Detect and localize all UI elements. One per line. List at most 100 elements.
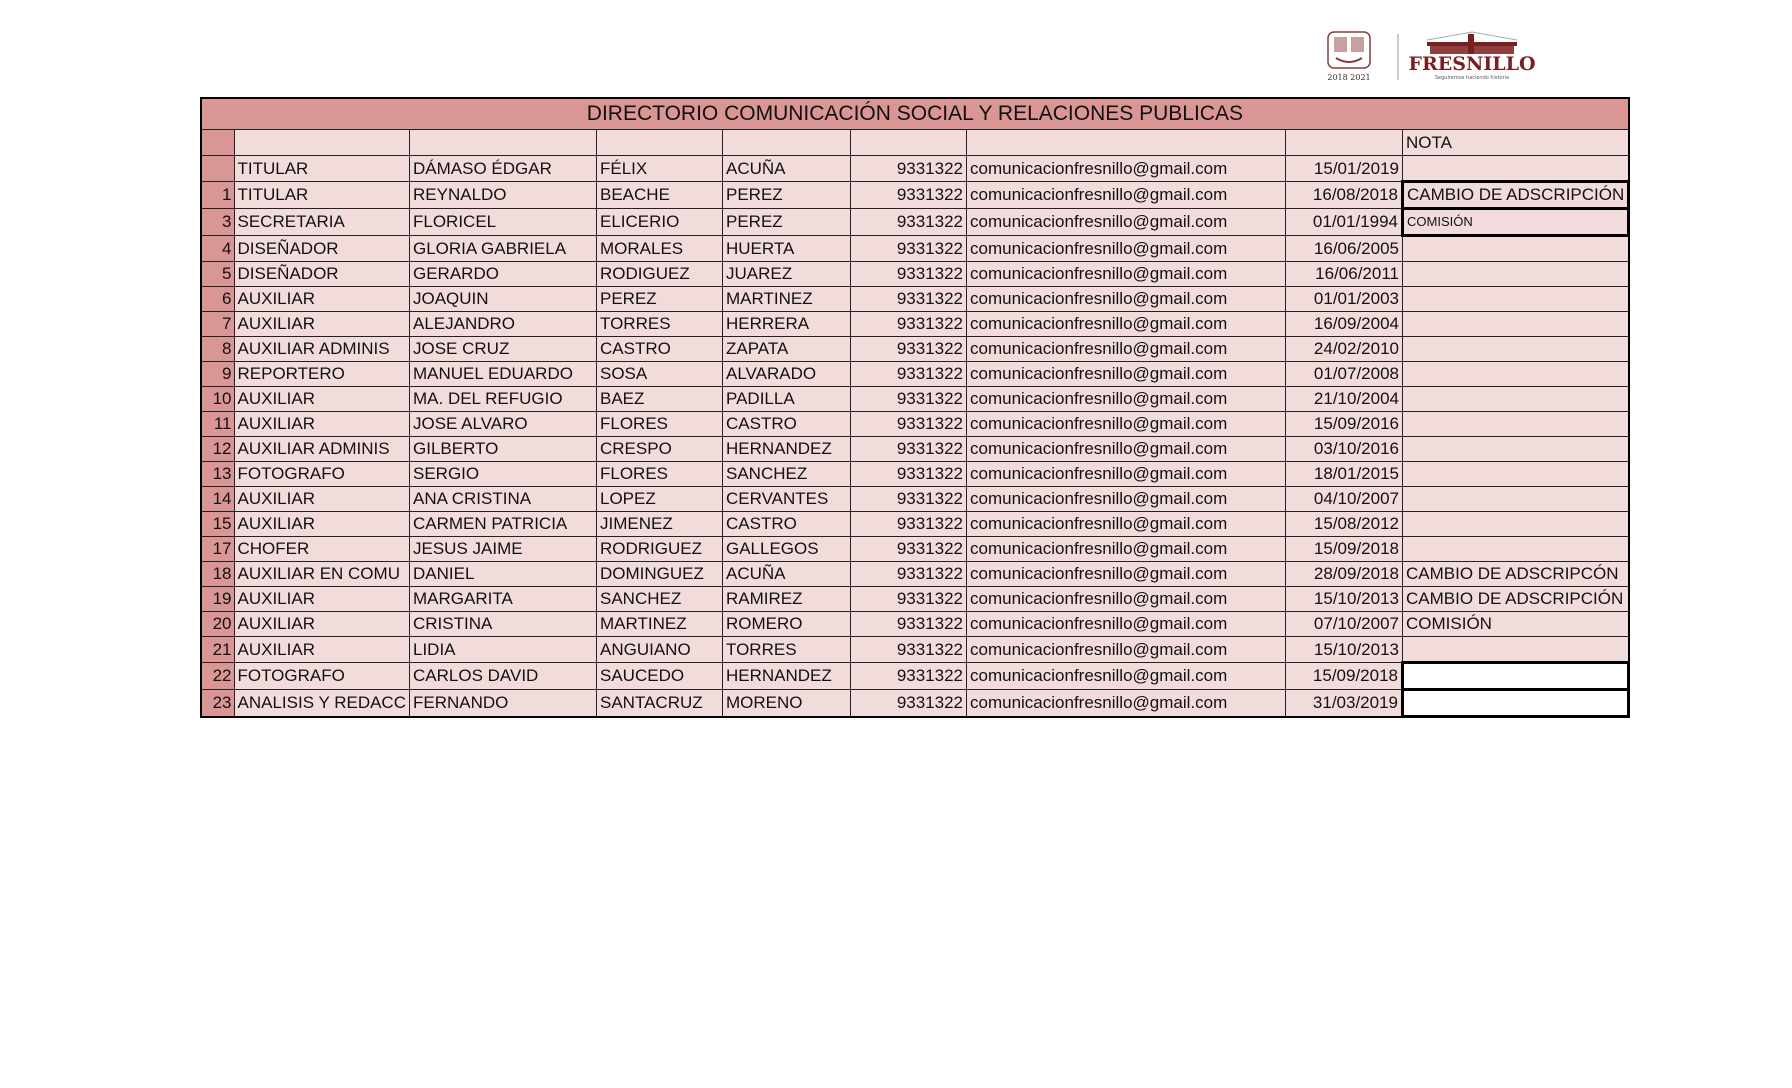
table-row: 23 ANALISIS Y REDACC FERNANDO SANTACRUZ MORE… [200,688,1631,718]
email-cell: comunicacionfresnillo@gmail.com [966,536,1286,562]
telefono-cell: 9331322 [850,336,967,362]
nombre-cell: MARGARITA [409,586,597,612]
apellido-materno-cell: ACUÑA [722,155,851,182]
table-row: 22 FOTOGRAFO CARLOS DAVID SAUCEDO HERNANDEZ 9… [200,661,1631,691]
telefono-cell: 9331322 [850,411,967,437]
nota-cell [1401,511,1630,537]
apellido-paterno-cell: DOMINGUEZ [596,561,723,587]
title-row: DIRECTORIO COMUNICACIÓN SOCIAL Y RELACIO… [200,97,1630,130]
telefono-cell: 9331322 [850,636,967,663]
fecha-cell: 15/09/2016 [1285,411,1403,437]
apellido-paterno-cell: RODIGUEZ [596,261,723,287]
apellido-paterno-cell: SAUCEDO [596,662,723,690]
nota-cell: COMISIÓN [1400,207,1631,237]
row-number [200,155,235,182]
fecha-cell: 31/03/2019 [1285,689,1403,717]
nombre-cell: LIDIA [409,636,597,663]
fecha-cell: 16/08/2018 [1285,181,1403,209]
apellido-materno-cell: PEREZ [722,181,851,209]
table-row: 17 CHOFER JESUS JAIME RODRIGUEZ GALLEGOS 9331… [200,536,1630,562]
fecha-cell: 28/09/2018 [1285,561,1403,587]
row-number: 20 [200,611,235,637]
telefono-cell: 9331322 [850,689,967,717]
nombre-cell: CRISTINA [409,611,597,637]
apellido-materno-cell: ROMERO [722,611,851,637]
row-number: 6 [200,286,235,312]
email-cell: comunicacionfresnillo@gmail.com [966,311,1286,337]
table-row: TITULAR DÁMASO ÉDGAR FÉLIX ACUÑA 9331322 comu… [200,155,1630,182]
row-number: 19 [200,586,235,612]
puesto-cell: ANALISIS Y REDACC [233,689,410,717]
puesto-cell: AUXILIAR [233,611,410,637]
nombre-cell: JESUS JAIME [409,536,597,562]
puesto-cell: SECRETARIA [233,208,410,236]
table-row: 21 AUXILIAR LIDIA ANGUIANO TORRES 9331322 comu… [200,636,1630,663]
fecha-cell: 15/08/2012 [1285,511,1403,537]
row-number: 9 [200,361,235,387]
apellido-materno-cell: HERNANDEZ [722,436,851,462]
nombre-cell: GERARDO [409,261,597,287]
apellido-materno-cell: TORRES [722,636,851,663]
row-number: 22 [200,662,235,690]
apellido-paterno-cell: LOPEZ [596,486,723,512]
apellido-materno-cell: RAMIREZ [722,586,851,612]
svg-text:2018 2021: 2018 2021 [1327,73,1370,82]
svg-text:Seguiremos haciendo historia: Seguiremos haciendo historia [1435,75,1509,81]
fecha-cell: 18/01/2015 [1285,461,1403,487]
table-row: 1 TITULAR REYNALDO BEACHE PEREZ 9331322 comuni… [200,180,1631,210]
nombre-cell: ANA CRISTINA [409,486,597,512]
header-cell [850,129,967,156]
table-row: 9 REPORTERO MANUEL EDUARDO SOSA ALVARADO 9331… [200,361,1630,387]
nota-cell: CAMBIO DE ADSCRIPCIÓN [1401,586,1630,612]
apellido-paterno-cell: MORALES [596,235,723,262]
row-number: 8 [200,336,235,362]
nota-cell [1401,336,1630,362]
email-cell: comunicacionfresnillo@gmail.com [966,286,1286,312]
fecha-cell: 15/09/2018 [1285,536,1403,562]
row-number: 18 [200,561,235,587]
nombre-cell: CARLOS DAVID [409,662,597,690]
nombre-cell: GILBERTO [409,436,597,462]
header-cell [233,129,410,156]
apellido-materno-cell: HERRERA [722,311,851,337]
email-cell: comunicacionfresnillo@gmail.com [966,336,1286,362]
apellido-materno-cell: CASTRO [722,411,851,437]
table-row: 4 DISEÑADOR GLORIA GABRIELA MORALES HUERTA 93… [200,235,1630,262]
header-cell [722,129,851,156]
apellido-paterno-cell: FÉLIX [596,155,723,182]
apellido-materno-cell: CASTRO [722,511,851,537]
table-row: 6 AUXILIAR JOAQUIN PEREZ MARTINEZ 9331322 comu… [200,286,1630,312]
email-cell: comunicacionfresnillo@gmail.com [966,511,1286,537]
nota-cell [1401,311,1630,337]
telefono-cell: 9331322 [850,311,967,337]
telefono-cell: 9331322 [850,511,967,537]
fecha-cell: 15/10/2013 [1285,636,1403,663]
apellido-paterno-cell: CASTRO [596,336,723,362]
table-row: 11 AUXILIAR JOSE ALVARO FLORES CASTRO 9331322… [200,411,1630,437]
apellido-paterno-cell: MARTINEZ [596,611,723,637]
email-cell: comunicacionfresnillo@gmail.com [966,386,1286,412]
apellido-materno-cell: ACUÑA [722,561,851,587]
nombre-cell: CARMEN PATRICIA [409,511,597,537]
telefono-cell: 9331322 [850,235,967,262]
header-cell [966,129,1286,156]
puesto-cell: CHOFER [233,536,410,562]
row-number: 5 [200,261,235,287]
row-number: 4 [200,235,235,262]
row-number: 21 [200,636,235,663]
telefono-cell: 9331322 [850,486,967,512]
telefono-cell: 9331322 [850,536,967,562]
apellido-paterno-cell: JIMENEZ [596,511,723,537]
header-row: NOTA [200,129,1630,156]
puesto-cell: FOTOGRAFO [233,662,410,690]
nombre-cell: FLORICEL [409,208,597,236]
nombre-cell: MA. DEL REFUGIO [409,386,597,412]
row-number: 15 [200,511,235,537]
apellido-materno-cell: MORENO [722,689,851,717]
header-cell [596,129,723,156]
nota-cell [1401,411,1630,437]
apellido-materno-cell: GALLEGOS [722,536,851,562]
nota-cell [1401,155,1630,182]
fecha-cell: 16/06/2011 [1285,261,1403,287]
puesto-cell: AUXILIAR [233,586,410,612]
